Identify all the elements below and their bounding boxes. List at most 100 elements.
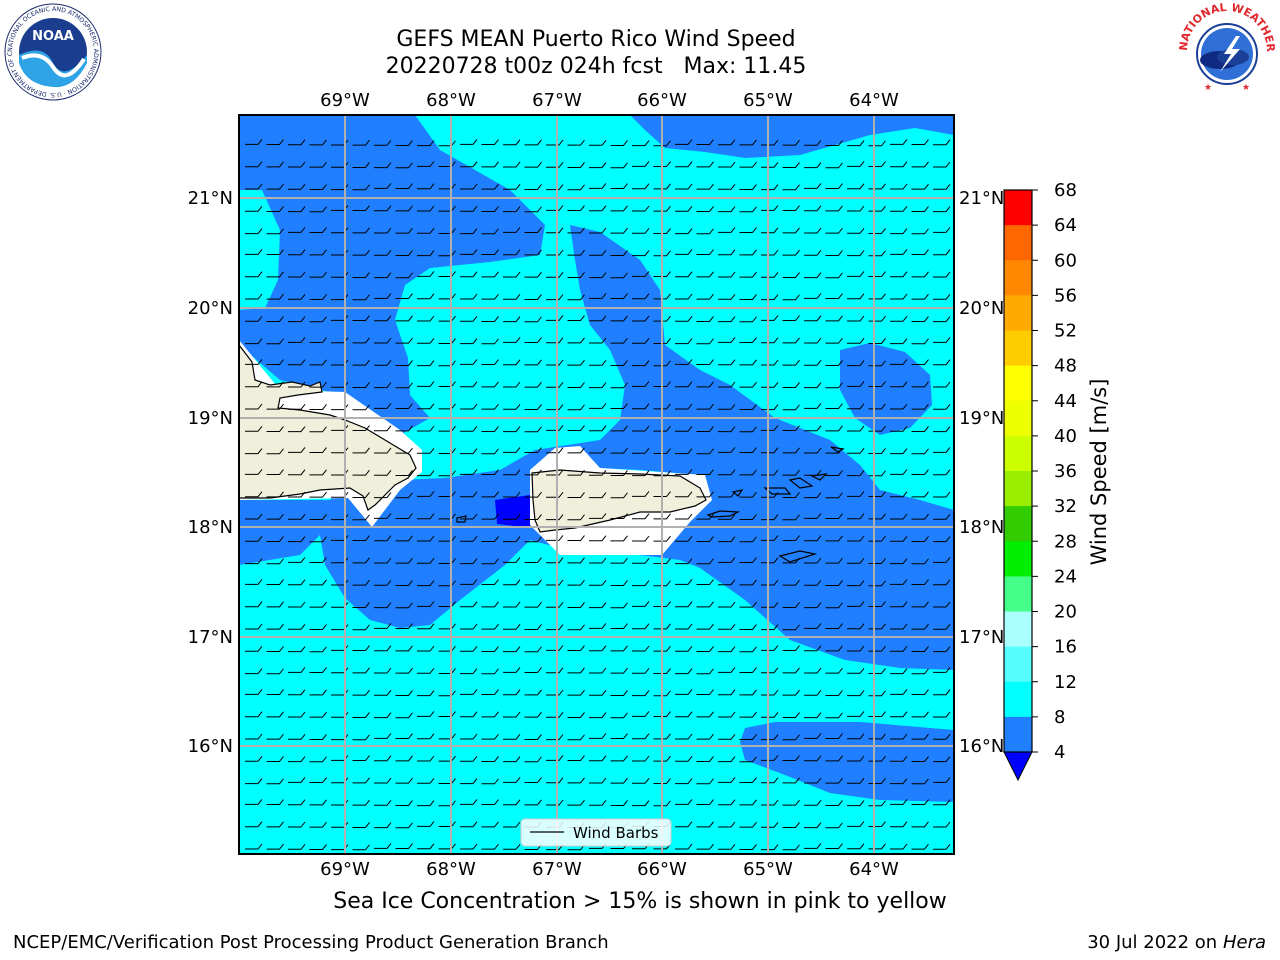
wind-barb bbox=[804, 777, 822, 784]
wind-barb bbox=[804, 602, 822, 609]
wind-barb bbox=[352, 469, 370, 476]
wind-barb bbox=[718, 447, 736, 453]
wind-barb bbox=[911, 513, 929, 520]
wind-barb bbox=[395, 843, 413, 850]
wind-barb bbox=[610, 777, 628, 784]
wind-barb bbox=[352, 425, 370, 432]
lat-label-left: 17°N bbox=[188, 627, 233, 648]
wind-barb bbox=[395, 382, 413, 389]
wind-barb bbox=[718, 821, 736, 828]
lat-label-left: 20°N bbox=[188, 298, 233, 319]
wind-barb bbox=[309, 381, 327, 388]
wind-barb bbox=[417, 580, 435, 587]
wind-barb bbox=[481, 403, 499, 410]
wind-barb bbox=[675, 161, 693, 168]
wind-barb bbox=[567, 184, 585, 191]
wind-barb bbox=[761, 645, 779, 651]
wind-barb bbox=[374, 799, 392, 806]
wind-barb bbox=[847, 667, 865, 674]
wind-barb bbox=[395, 227, 413, 234]
wind-barb bbox=[589, 535, 607, 542]
wind-barb bbox=[460, 558, 478, 565]
wind-barb bbox=[610, 602, 628, 609]
wind-barb bbox=[890, 535, 908, 542]
colorbar-tick-label: 20 bbox=[1054, 602, 1077, 623]
wind-barb bbox=[266, 668, 284, 675]
wind-barb bbox=[933, 139, 951, 146]
wind-barb bbox=[610, 382, 628, 389]
colorbar-segment bbox=[1004, 400, 1032, 437]
wind-barb bbox=[653, 601, 671, 608]
wind-barb bbox=[352, 359, 370, 366]
wind-barb bbox=[933, 227, 951, 233]
wind-barb bbox=[417, 250, 435, 257]
wind-barb bbox=[653, 271, 671, 278]
wind-barb bbox=[675, 645, 693, 652]
wind-barb bbox=[288, 601, 306, 608]
wind-barb bbox=[460, 381, 478, 388]
wind-barb bbox=[352, 755, 370, 762]
wind-barb bbox=[868, 315, 886, 322]
wind-barb bbox=[782, 404, 800, 411]
wind-barb bbox=[632, 161, 650, 167]
wind-barb bbox=[825, 162, 843, 169]
wind-barb bbox=[352, 294, 370, 301]
wind-barb bbox=[804, 822, 822, 829]
wind-barb bbox=[911, 359, 929, 366]
wind-barb bbox=[890, 381, 908, 388]
wind-barb bbox=[460, 535, 478, 542]
wind-barb bbox=[481, 821, 499, 828]
wind-barb bbox=[374, 249, 392, 256]
wind-barb bbox=[761, 755, 779, 761]
wind-barb bbox=[804, 272, 822, 279]
wind-barb bbox=[288, 821, 306, 828]
wind-barb bbox=[309, 711, 327, 718]
wind-barb bbox=[825, 843, 843, 850]
wind-barb bbox=[374, 293, 392, 299]
wind-barb bbox=[589, 227, 607, 234]
wind-barb bbox=[524, 184, 542, 190]
wind-barb bbox=[245, 315, 263, 322]
wind-barb bbox=[632, 755, 650, 762]
colorbar-segment bbox=[1004, 260, 1032, 296]
wind-barb bbox=[524, 206, 542, 213]
wind-barb bbox=[653, 645, 671, 652]
colorbar-tick-label: 4 bbox=[1054, 742, 1065, 763]
wind-barb bbox=[245, 558, 263, 565]
wind-barb bbox=[718, 733, 736, 740]
wind-barb bbox=[395, 623, 413, 630]
wind-barb bbox=[266, 403, 284, 410]
wind-barb bbox=[460, 228, 478, 235]
wind-barb bbox=[395, 293, 413, 300]
wind-barb bbox=[546, 777, 564, 784]
wind-barb bbox=[546, 161, 564, 168]
wind-barb bbox=[546, 404, 564, 411]
small-islands bbox=[456, 446, 845, 563]
wind-barb bbox=[589, 689, 607, 696]
noaa-logo-text: NOAA bbox=[32, 29, 74, 44]
wind-barb bbox=[245, 271, 263, 278]
colorbar-tick-label: 44 bbox=[1054, 391, 1077, 412]
wind-barb bbox=[825, 183, 843, 190]
wind-barb bbox=[567, 227, 585, 234]
wind-barb bbox=[503, 293, 521, 300]
wind-barb bbox=[761, 359, 779, 366]
wind-barb bbox=[696, 579, 714, 586]
wind-barb bbox=[632, 645, 650, 652]
wind-barb bbox=[890, 558, 908, 565]
wind-barb bbox=[288, 206, 306, 213]
wind-barb bbox=[245, 535, 263, 542]
wind-barb bbox=[847, 250, 865, 257]
wind-barb bbox=[890, 668, 908, 675]
wind-barb bbox=[288, 249, 306, 256]
wind-barb bbox=[653, 381, 671, 388]
wind-barb bbox=[739, 381, 757, 388]
wind-barb bbox=[589, 337, 607, 344]
wind-barb bbox=[524, 469, 542, 476]
wind-barb bbox=[524, 404, 542, 410]
wind-barb bbox=[761, 667, 779, 674]
wind-barb bbox=[460, 755, 478, 762]
wind-barb bbox=[675, 338, 693, 345]
lat-label-right: 18°N bbox=[959, 517, 1004, 538]
wind-barb bbox=[890, 293, 908, 300]
